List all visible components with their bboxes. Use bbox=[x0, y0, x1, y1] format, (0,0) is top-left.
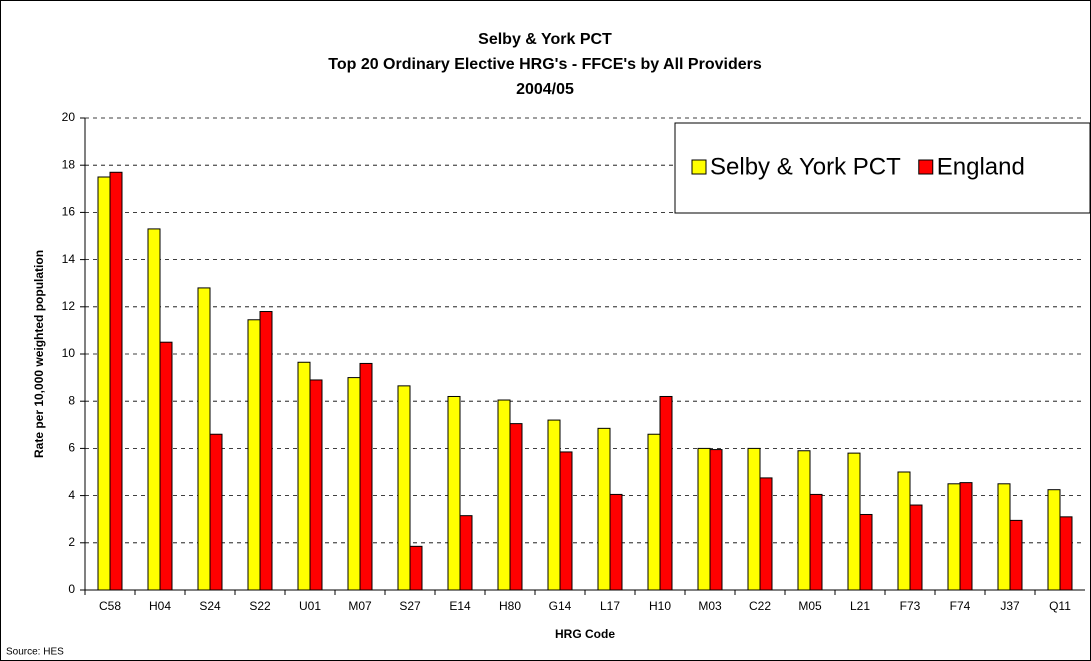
bar bbox=[609, 493, 623, 591]
x-tick-label: L21 bbox=[850, 599, 870, 613]
source-note: Source: HES bbox=[6, 647, 64, 658]
bar bbox=[547, 419, 561, 591]
bar bbox=[909, 504, 923, 591]
x-tick-label: F73 bbox=[900, 599, 921, 613]
x-tick-label: S24 bbox=[199, 599, 221, 613]
x-tick-label: G14 bbox=[549, 599, 572, 613]
bar bbox=[759, 477, 773, 591]
bar bbox=[959, 482, 973, 591]
bar bbox=[109, 171, 123, 591]
x-tick-label: J37 bbox=[1000, 599, 1020, 613]
y-tick-label: 2 bbox=[68, 535, 75, 549]
y-tick-label: 6 bbox=[68, 441, 75, 455]
x-tick-label: H10 bbox=[649, 599, 671, 613]
bar bbox=[859, 513, 873, 591]
y-tick-label: 8 bbox=[68, 393, 75, 407]
legend-label: England bbox=[937, 153, 1025, 180]
bar bbox=[1059, 516, 1073, 591]
bar bbox=[947, 483, 961, 591]
x-axis-label: HRG Code bbox=[555, 627, 615, 641]
bar bbox=[297, 361, 311, 591]
bar bbox=[659, 395, 673, 591]
y-tick-label: 0 bbox=[68, 582, 75, 596]
bar bbox=[309, 379, 323, 591]
x-tick-label: H04 bbox=[149, 599, 171, 613]
y-tick-label: 16 bbox=[62, 205, 76, 219]
bar bbox=[359, 362, 373, 591]
bar bbox=[409, 545, 423, 591]
y-tick-label: 20 bbox=[62, 110, 76, 124]
chart-subtitle: Top 20 Ordinary Elective HRG's - FFCE's … bbox=[328, 56, 762, 73]
legend-swatch bbox=[691, 159, 707, 175]
x-tick-label: S22 bbox=[249, 599, 271, 613]
bar bbox=[147, 228, 161, 591]
x-tick-label: U01 bbox=[299, 599, 321, 613]
x-tick-label: C58 bbox=[99, 599, 121, 613]
bar bbox=[159, 341, 173, 591]
bar bbox=[209, 433, 223, 591]
x-tick-label: F74 bbox=[950, 599, 971, 613]
bar bbox=[647, 433, 661, 591]
bar bbox=[597, 427, 611, 591]
bar bbox=[709, 449, 723, 591]
y-tick-label: 12 bbox=[62, 299, 76, 313]
x-tick-label: M07 bbox=[348, 599, 372, 613]
bar bbox=[97, 176, 111, 591]
bar bbox=[509, 423, 523, 591]
bar bbox=[997, 483, 1011, 591]
bar bbox=[197, 287, 211, 591]
bar bbox=[747, 447, 761, 591]
x-tick-label: S27 bbox=[399, 599, 421, 613]
y-tick-label: 10 bbox=[62, 346, 76, 360]
y-tick-label: 14 bbox=[62, 252, 76, 266]
legend-swatch bbox=[918, 159, 934, 175]
bar bbox=[447, 395, 461, 591]
chart-period: 2004/05 bbox=[516, 81, 574, 98]
bar bbox=[247, 319, 261, 591]
bar bbox=[347, 377, 361, 591]
bar bbox=[847, 452, 861, 591]
y-tick-label: 4 bbox=[68, 488, 75, 502]
x-tick-label: C22 bbox=[749, 599, 771, 613]
bar bbox=[809, 493, 823, 591]
x-tick-label: M03 bbox=[698, 599, 722, 613]
chart-title: Selby & York PCT bbox=[478, 31, 612, 48]
bar bbox=[459, 515, 473, 591]
x-tick-label: E14 bbox=[449, 599, 471, 613]
bar bbox=[259, 311, 273, 591]
legend-box bbox=[674, 122, 1091, 214]
y-axis-label: Rate per 10,000 weighted population bbox=[32, 250, 46, 458]
x-tick-label: H80 bbox=[499, 599, 521, 613]
bar bbox=[697, 447, 711, 591]
bar bbox=[559, 451, 573, 591]
x-tick-label: M05 bbox=[798, 599, 822, 613]
x-tick-label: Q11 bbox=[1049, 599, 1071, 613]
bar bbox=[1047, 489, 1061, 591]
bar bbox=[897, 471, 911, 591]
y-tick-label: 18 bbox=[62, 157, 76, 171]
x-tick-label: L17 bbox=[600, 599, 620, 613]
bar bbox=[497, 399, 511, 591]
bar bbox=[397, 385, 411, 591]
bar bbox=[1009, 519, 1023, 591]
bar bbox=[797, 450, 811, 591]
legend-label: Selby & York PCT bbox=[710, 153, 901, 180]
